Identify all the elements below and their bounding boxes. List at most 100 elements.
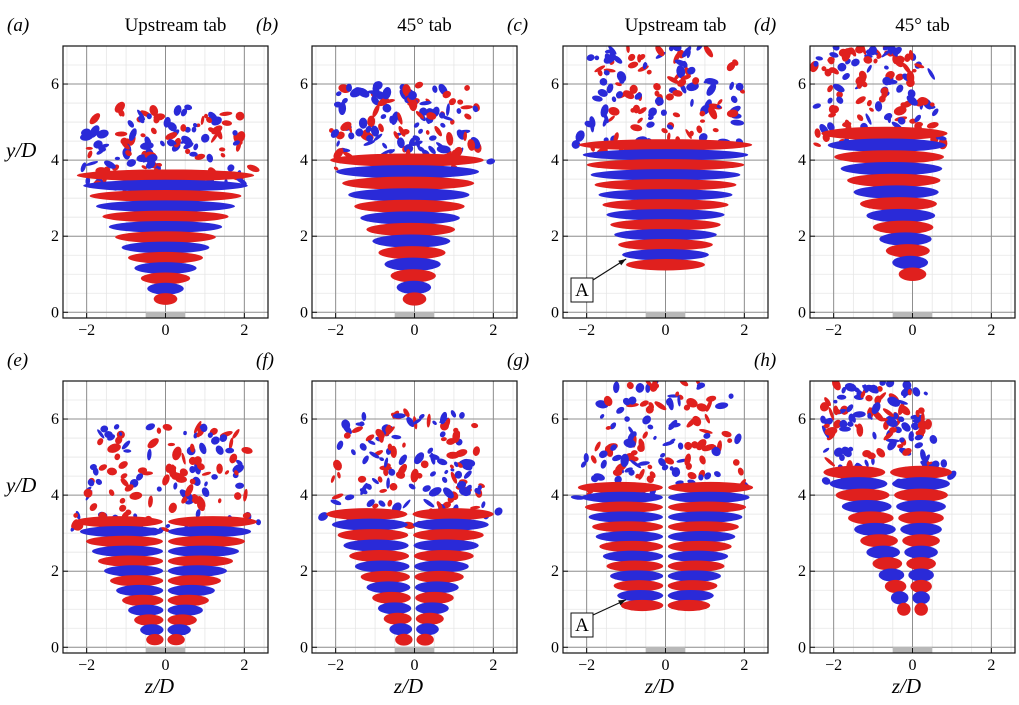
- vortex-blob: [85, 161, 99, 166]
- vortex-blob: [415, 110, 424, 119]
- vortex-ring: [586, 159, 745, 171]
- vortex-blob: [632, 104, 640, 114]
- vortex-ring: [879, 232, 932, 246]
- vortex-blob: [430, 471, 436, 477]
- vortex-blob: [219, 434, 228, 442]
- vortex-ring-right: [668, 481, 754, 494]
- vortex-blob: [833, 447, 844, 457]
- vortex-blob: [415, 136, 420, 149]
- y-tick-label: 2: [551, 563, 559, 580]
- vortex-blob: [624, 467, 633, 473]
- vortex-blob: [414, 452, 425, 465]
- vortex-ring: [610, 219, 721, 231]
- y-tick-label: 4: [51, 487, 59, 504]
- vortex-ring-right: [167, 575, 221, 587]
- vortex-blob: [612, 454, 622, 462]
- vortex-blob: [438, 112, 446, 119]
- vortex-ring: [614, 229, 717, 241]
- vortex-blob: [884, 65, 889, 70]
- vortex-blob: [107, 443, 121, 453]
- vortex-blob: [598, 450, 608, 459]
- vortex-blob: [696, 46, 703, 51]
- vortex-blob: [99, 143, 110, 149]
- vortex-blob: [365, 434, 375, 442]
- vortex-blob: [446, 451, 460, 459]
- vortex-blob: [837, 62, 847, 72]
- vortex-blob: [865, 49, 874, 55]
- vortex-ring-right: [894, 488, 948, 502]
- vortex-blob: [660, 452, 666, 458]
- vortex-ring: [140, 272, 191, 285]
- vortex-blob: [914, 114, 922, 123]
- y-tick-label: 2: [51, 228, 59, 245]
- vortex-blob: [643, 62, 648, 68]
- vortex-blob: [458, 487, 471, 497]
- vortex-blob: [854, 424, 863, 431]
- vortex-blob: [234, 492, 242, 500]
- vortex-blob: [726, 61, 736, 72]
- vortex-ring: [860, 197, 937, 211]
- vortex-ring-left: [337, 529, 409, 542]
- vortex-blob: [683, 404, 691, 411]
- y-tick-label: 6: [300, 76, 308, 93]
- vortex-ring-left: [146, 634, 164, 646]
- vortex-blob: [638, 107, 647, 115]
- vortex-blob: [637, 461, 650, 466]
- vortex-blob: [183, 142, 194, 150]
- vortex-blob: [418, 128, 423, 134]
- vortex-ring: [348, 188, 470, 202]
- vortex-blob: [821, 477, 831, 485]
- vortex-ring-right: [898, 511, 944, 525]
- vortex-blob: [119, 504, 127, 512]
- vortex-blob: [430, 452, 436, 465]
- vortex-blob: [335, 91, 342, 97]
- vortex-ring-left: [620, 599, 664, 612]
- vortex-blob: [571, 140, 581, 149]
- vortex-blob: [604, 53, 612, 64]
- vortex-blob: [899, 437, 905, 443]
- vortex-blob: [397, 463, 408, 476]
- vortex-blob: [448, 98, 457, 106]
- vortex-blob: [600, 104, 609, 118]
- vortex-ring-right: [167, 604, 203, 616]
- y-tick-label: 0: [798, 639, 806, 656]
- vortex-blob: [645, 381, 653, 388]
- vortex-blob: [713, 471, 721, 478]
- vortex-isosurfaces: [70, 421, 262, 646]
- y-tick-label: 0: [300, 639, 308, 656]
- vortex-blob: [590, 455, 597, 464]
- vortex-ring: [827, 138, 946, 152]
- vortex-blob: [180, 108, 188, 117]
- vortex-ring: [582, 149, 749, 161]
- vortex-ring: [885, 244, 930, 258]
- vortex-blob: [614, 475, 622, 484]
- vortex-ring-left: [360, 570, 410, 583]
- vortex-ring: [134, 262, 197, 274]
- vortex-blob: [704, 413, 711, 424]
- y-axis-label: y/D: [4, 138, 36, 162]
- vortex-blob: [189, 151, 198, 157]
- panel-title: 45° tab: [895, 15, 950, 36]
- y-tick-label: 6: [51, 411, 59, 428]
- vortex-blob: [668, 419, 678, 431]
- vortex-blob: [609, 422, 617, 430]
- vortex-ring-left: [372, 591, 411, 604]
- vortex-blob: [219, 111, 233, 116]
- vortex-ring: [128, 251, 203, 264]
- vortex-ring: [115, 231, 216, 244]
- vortex-blob: [373, 133, 383, 142]
- vortex-blob: [337, 471, 341, 479]
- vortex-blob: [235, 111, 245, 121]
- vortex-blob: [180, 139, 189, 144]
- vortex-ring-left: [104, 565, 164, 577]
- vortex-blob: [383, 99, 396, 104]
- vortex-blob: [384, 457, 389, 468]
- y-tick-label: 2: [798, 228, 806, 245]
- vortex-blob: [706, 83, 717, 96]
- vortex-blob: [96, 149, 104, 155]
- vortex-ring-right: [667, 531, 736, 543]
- vortex-blob: [371, 96, 380, 106]
- vortex-ring-left: [823, 465, 886, 479]
- vortex-ring: [402, 292, 427, 306]
- vortex-blob: [824, 427, 838, 436]
